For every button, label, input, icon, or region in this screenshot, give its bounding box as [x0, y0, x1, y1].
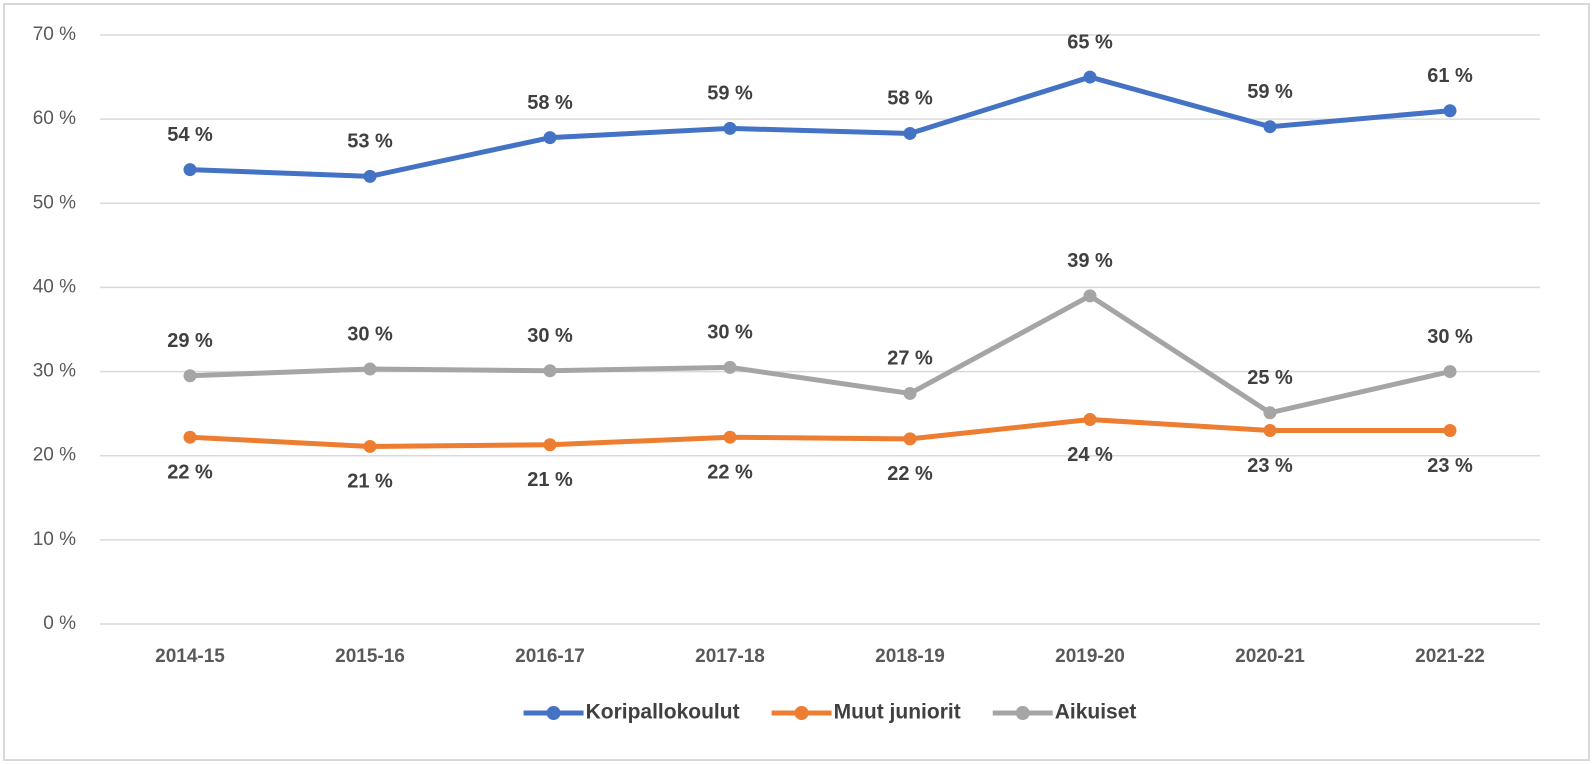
legend-label: Koripallokoulut: [586, 701, 740, 724]
data-label: 58 %: [527, 92, 573, 114]
data-label: 53 %: [347, 131, 393, 153]
x-tick-label: 2018-19: [875, 646, 945, 667]
point: [543, 131, 557, 145]
data-label: 22 %: [707, 461, 753, 483]
legend: Koripallokoulut Muut juniorit Aikuiset: [523, 701, 1137, 724]
y-tick-label: 30 %: [33, 361, 76, 382]
point: [1083, 289, 1097, 303]
series-line: [189, 417, 1450, 449]
point: [363, 362, 377, 376]
data-label: 25 %: [1247, 367, 1293, 389]
point: [1443, 423, 1457, 437]
point: [543, 438, 557, 452]
data-label: 59 %: [1247, 81, 1293, 103]
legend-label: Aikuiset: [1055, 701, 1137, 724]
point: [1083, 70, 1097, 84]
x-tick-label: 2017-18: [695, 646, 765, 667]
data-label: 30 %: [1427, 326, 1473, 348]
point: [363, 169, 377, 183]
legend-marker: [794, 706, 809, 720]
data-label: 54 %: [167, 124, 213, 146]
data-label: 27 %: [887, 348, 933, 370]
x-tick-label: 2019-20: [1055, 646, 1125, 667]
data-label: 39 %: [1067, 250, 1113, 272]
data-label: 58 %: [887, 88, 933, 110]
data-label: 61 %: [1427, 65, 1473, 87]
y-tick-label: 20 %: [33, 445, 76, 466]
data-label: 21 %: [347, 471, 393, 493]
point: [723, 430, 737, 444]
data-label: 65 %: [1067, 31, 1113, 53]
x-tick-label: 2020-21: [1235, 646, 1305, 667]
data-label: 23 %: [1247, 455, 1293, 477]
y-tick-label: 50 %: [33, 192, 76, 213]
point: [723, 360, 737, 374]
y-tick-label: 70 %: [33, 24, 76, 45]
data-label: 23 %: [1427, 455, 1473, 477]
series-line: [189, 74, 1451, 179]
data-label: 22 %: [887, 463, 933, 485]
x-tick-label: 2016-17: [515, 646, 585, 667]
data-label: 30 %: [527, 325, 573, 347]
point: [183, 430, 197, 444]
data-label: 22 %: [167, 461, 213, 483]
data-label: 21 %: [527, 469, 573, 491]
point: [363, 439, 377, 453]
point: [1083, 413, 1097, 427]
data-label: 30 %: [347, 323, 393, 345]
point: [183, 163, 197, 177]
data-label: 30 %: [707, 322, 753, 344]
point: [543, 364, 557, 378]
y-tick-label: 40 %: [33, 276, 76, 297]
point: [183, 369, 197, 383]
point: [1263, 423, 1277, 437]
data-label: 59 %: [707, 83, 753, 105]
point: [1443, 104, 1457, 118]
point: [903, 386, 917, 400]
legend-marker: [546, 706, 561, 720]
point: [1443, 365, 1457, 379]
point: [1263, 120, 1277, 134]
legend-label: Muut juniorit: [834, 701, 961, 724]
y-tick-label: 60 %: [33, 108, 76, 129]
series-line: [189, 293, 1451, 416]
x-tick-label: 2021-22: [1415, 646, 1485, 667]
data-label: 24 %: [1067, 444, 1113, 466]
data-label: 29 %: [167, 330, 213, 352]
x-tick-label: 2015-16: [335, 646, 405, 667]
x-tick-label: 2014-15: [155, 646, 225, 667]
point: [723, 121, 737, 135]
y-tick-label: 10 %: [33, 529, 76, 550]
point: [1263, 406, 1277, 420]
legend-marker: [1015, 706, 1030, 720]
point: [903, 126, 917, 140]
y-tick-label: 0 %: [43, 613, 76, 634]
point: [903, 432, 917, 446]
